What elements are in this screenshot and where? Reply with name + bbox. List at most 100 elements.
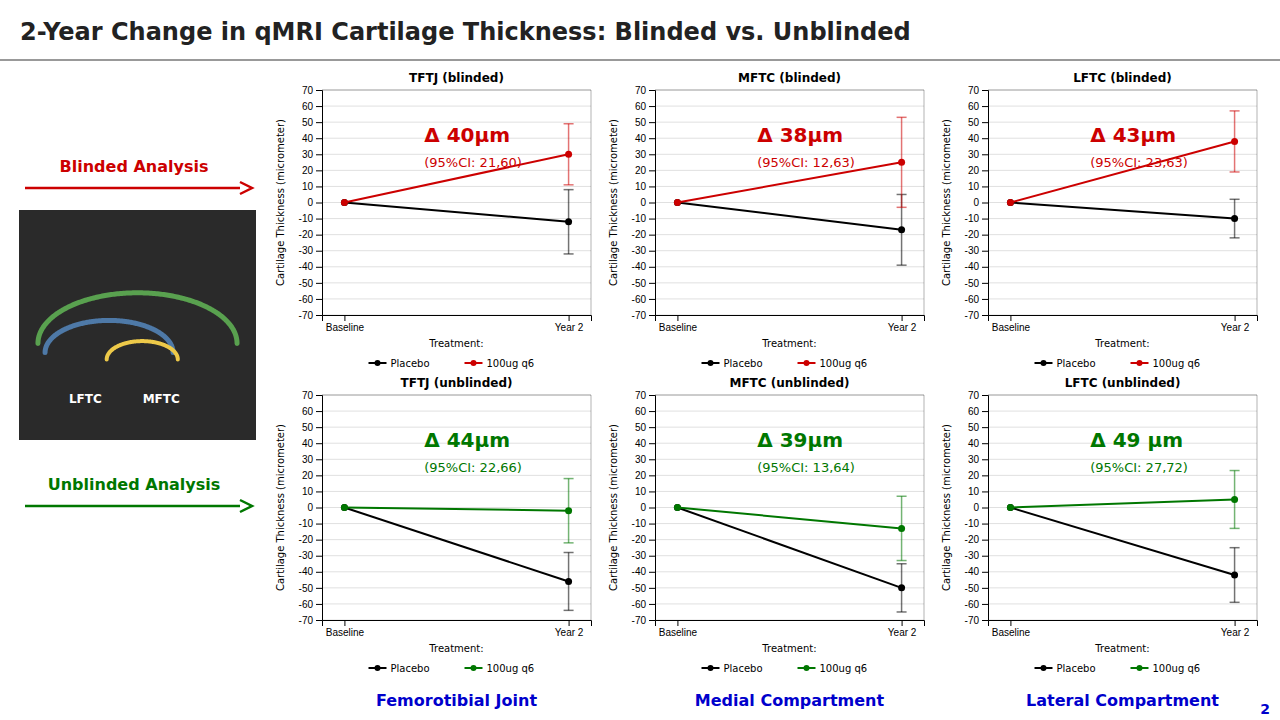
tick-mark (649, 170, 655, 171)
axis-line (316, 396, 323, 621)
grid-line (322, 411, 591, 412)
series-line (677, 508, 901, 529)
tick-label: Year 2 (555, 627, 584, 638)
grid-line (988, 298, 1257, 299)
point (898, 226, 905, 233)
tick-mark (649, 315, 655, 316)
tick: 0 (973, 197, 988, 208)
tick-label: Baseline (326, 627, 365, 638)
tick-mark (316, 556, 322, 557)
grid-line (655, 587, 924, 588)
legend-swatch (1041, 665, 1047, 671)
tick-label: 0 (973, 197, 979, 208)
tick: -20 (965, 534, 988, 545)
legend-swatch (375, 360, 381, 366)
tick-label: -70 (965, 310, 980, 321)
tick-label: 20 (302, 470, 314, 481)
error-bar (897, 117, 907, 207)
tick: -30 (965, 550, 988, 561)
tick-mark (344, 315, 345, 321)
tick: 50 (302, 422, 322, 433)
tick-label: 60 (968, 101, 980, 112)
arrow-head (240, 500, 252, 512)
tick-mark (649, 395, 655, 396)
tick-mark (316, 283, 322, 284)
tick-label: 50 (968, 422, 980, 433)
plot-area (674, 496, 907, 612)
tick: Year 2 (888, 315, 917, 333)
tick-label: -70 (632, 310, 647, 321)
annotation: Δ 40μm (424, 123, 510, 147)
error-bar-cap (564, 542, 574, 544)
tick-label: -60 (965, 599, 980, 610)
tick-label: -30 (632, 550, 647, 561)
legend-item: 100ug q6 (798, 358, 868, 369)
legend-label: Placebo (724, 663, 763, 674)
grid-line (988, 571, 1257, 572)
error-bar-cap (897, 563, 907, 565)
grid-line (322, 282, 591, 283)
grid-line (655, 234, 924, 235)
arrow-shaft (25, 505, 240, 508)
grid (655, 90, 924, 315)
tick: 60 (302, 406, 322, 417)
tick-label: 40 (635, 133, 647, 144)
tick-label: -70 (632, 615, 647, 626)
grid (988, 90, 1257, 315)
tick: 20 (968, 470, 988, 481)
x-axis: BaselineYear 2 (989, 620, 1258, 638)
axis-line (989, 316, 1258, 322)
point (341, 199, 348, 206)
series-line (1010, 508, 1234, 576)
tick-label: -10 (632, 213, 647, 224)
tick-label: 20 (635, 470, 647, 481)
series-line (1010, 141, 1234, 202)
tick-mark (1235, 620, 1236, 626)
arrow-head (240, 182, 252, 194)
legend-item: 100ug q6 (1131, 358, 1201, 369)
tick-label: 40 (968, 438, 980, 449)
frame (988, 395, 1257, 396)
tick: -20 (965, 229, 988, 240)
tick: 50 (968, 117, 988, 128)
tick: -70 (299, 310, 322, 321)
error-bar-cap (897, 264, 907, 266)
error-bar (897, 564, 907, 612)
tick-label: 20 (302, 165, 314, 176)
tick-mark (316, 186, 322, 187)
tick-label: -60 (965, 294, 980, 305)
tick-mark (982, 427, 988, 428)
axis-line (649, 396, 656, 621)
x-axis-title: Treatment: (761, 338, 816, 349)
tick: -20 (299, 229, 322, 240)
grid-line (655, 603, 924, 604)
tick: 60 (302, 101, 322, 112)
tick-mark (982, 443, 988, 444)
tick: Baseline (992, 620, 1031, 638)
series-line (677, 203, 901, 230)
grid-line (322, 234, 591, 235)
tick: 10 (302, 181, 322, 192)
tick-label: 70 (302, 85, 314, 96)
point (341, 199, 348, 206)
tick-mark (316, 491, 322, 492)
legend-swatch (1137, 665, 1143, 671)
grid-line (655, 491, 924, 492)
tick-label: -50 (299, 583, 314, 594)
subplot-title: LFTC (unblinded) (1065, 376, 1181, 390)
x-axis-title: Treatment: (428, 338, 483, 349)
error-bar-cap (564, 184, 574, 186)
tick-mark (649, 154, 655, 155)
grid-line (655, 507, 924, 508)
tick-mark (649, 620, 655, 621)
tick-label: 20 (635, 165, 647, 176)
tick: 20 (302, 165, 322, 176)
grid-line (655, 250, 924, 251)
subplot: -70-60-50-40-30-20-10010203040506070Base… (275, 376, 592, 674)
frame (924, 395, 925, 620)
error-bar (1230, 471, 1240, 529)
point (1007, 504, 1014, 511)
y-axis: -70-60-50-40-30-20-10010203040506070 (965, 85, 989, 321)
legend-label: 100ug q6 (1153, 358, 1201, 369)
legend-item: Placebo (702, 663, 763, 674)
